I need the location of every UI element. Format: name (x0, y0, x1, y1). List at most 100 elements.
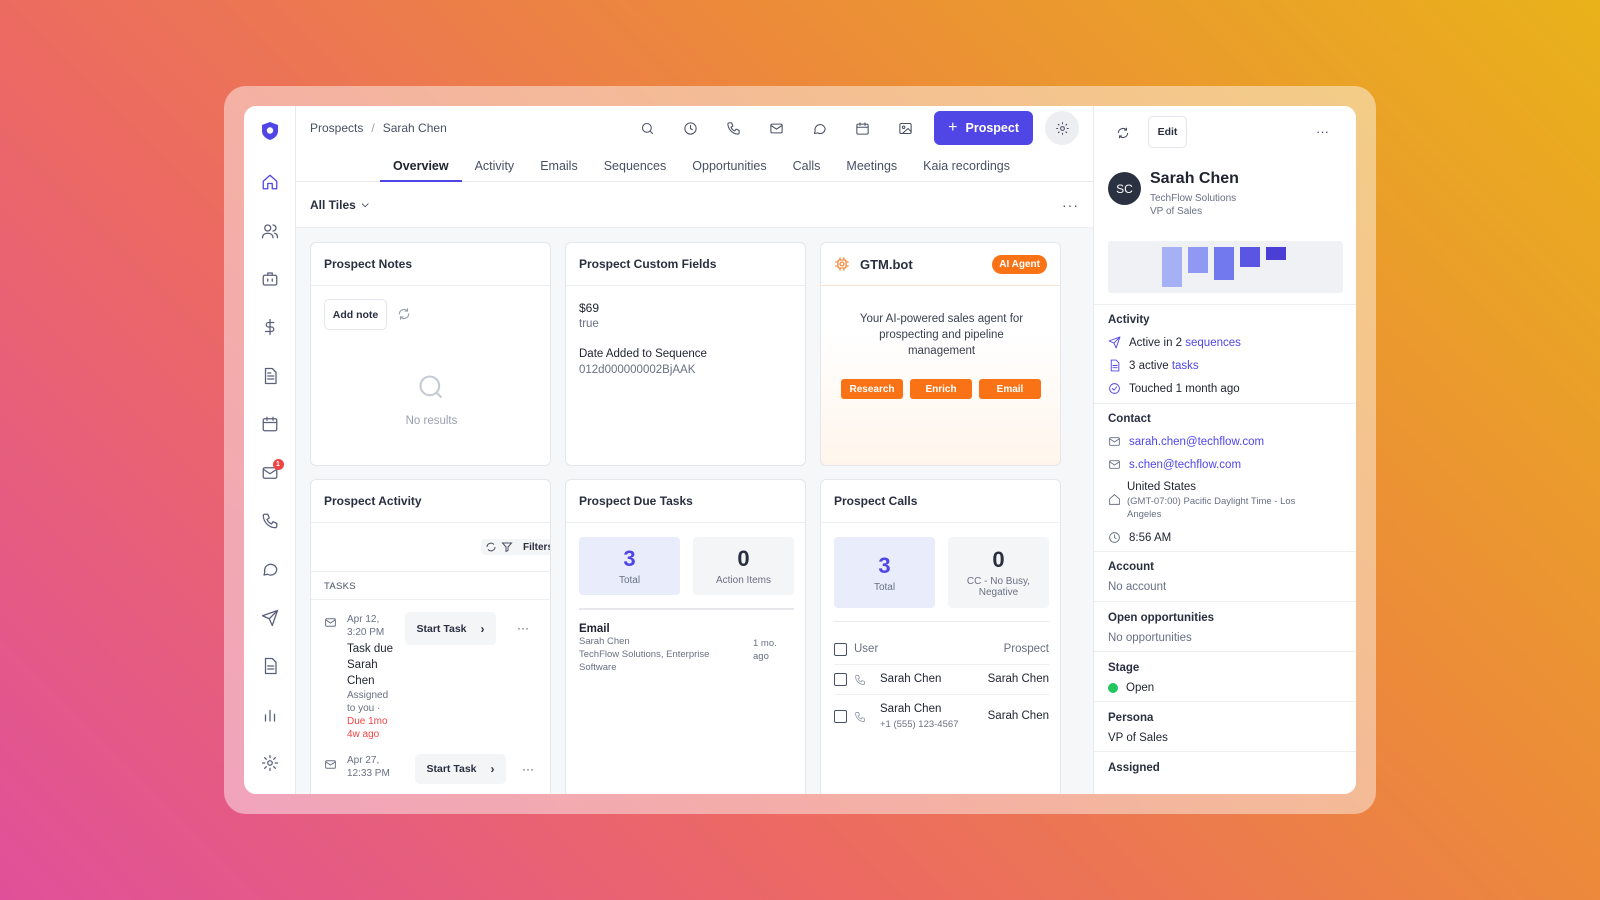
tab-kaia-recordings[interactable]: Kaia recordings (923, 159, 1011, 173)
tasks-link[interactable]: tasks (1171, 359, 1199, 372)
touched-text: Touched 1 month ago (1129, 382, 1240, 395)
email-button[interactable]: Email (979, 379, 1041, 399)
tab-sequences[interactable]: Sequences (603, 159, 667, 173)
nav-dollar-icon[interactable] (252, 310, 288, 344)
stat-label: Action Items (715, 575, 772, 586)
task-time: 12:33 PM (347, 768, 390, 779)
nav-send-icon[interactable] (252, 601, 288, 635)
add-prospect-button[interactable]: + Prospect (934, 111, 1033, 145)
nav-notes-icon[interactable] (252, 649, 288, 683)
task-item: Apr 27, 12:33 PM (347, 754, 390, 780)
nav-briefcase-icon[interactable] (252, 262, 288, 296)
cc-no-busy-stat[interactable]: 0 CC - No Busy, Negative (948, 537, 1049, 608)
total-tasks-stat[interactable]: 3 Total (579, 537, 680, 595)
chevron-down-icon: ⌵ (361, 199, 369, 209)
task-title: Chen (347, 675, 375, 687)
gtm-title: GTM.bot (860, 256, 913, 272)
select-all-checkbox[interactable] (834, 643, 847, 656)
stat-number: 3 (878, 552, 891, 578)
enrich-button[interactable]: Enrich (910, 379, 972, 399)
email-link[interactable]: sarah.chen@techflow.com (1129, 435, 1265, 448)
chat-icon[interactable] (801, 112, 838, 144)
refresh-icon[interactable] (397, 307, 411, 326)
divider (579, 608, 794, 610)
nav-chat-icon[interactable] (252, 552, 288, 586)
engagement-bar (1188, 247, 1208, 273)
nav-people-icon[interactable] (252, 213, 288, 247)
call-phone[interactable]: +1 (555) 123-4567 (880, 719, 959, 730)
nav-mail-icon[interactable]: 1 (252, 455, 288, 489)
logo-icon[interactable] (259, 120, 281, 141)
stage-row[interactable]: Open (1108, 682, 1154, 694)
start-task-button[interactable]: Start Task › (405, 612, 496, 645)
tab-emails[interactable]: Emails (540, 159, 578, 173)
due-task-age: 1 mo. ago (753, 637, 777, 663)
add-note-button[interactable]: Add note (324, 299, 387, 330)
research-button[interactable]: Research (841, 379, 903, 399)
due-task-type: Email (579, 623, 610, 635)
task-meta: Assigned (347, 690, 389, 701)
divider (1094, 701, 1356, 702)
total-calls-stat[interactable]: 3 Total (834, 537, 935, 608)
call-user: Sarah Chen (880, 703, 942, 715)
all-tiles-dropdown[interactable]: All Tiles ⌵ (310, 198, 369, 212)
edit-button[interactable]: Edit (1148, 116, 1187, 148)
more-icon[interactable]: ··· (522, 762, 534, 776)
card-title: Prospect Custom Fields (566, 243, 805, 286)
document-icon (1110, 359, 1120, 372)
nav-document-icon[interactable] (252, 359, 288, 393)
gear-icon[interactable] (1045, 111, 1079, 145)
account-title: Account (1108, 561, 1154, 573)
column-user: User (854, 643, 879, 655)
row-checkbox[interactable] (834, 710, 847, 723)
more-icon[interactable]: ··· (1316, 124, 1329, 139)
action-items-stat[interactable]: 0 Action Items (693, 537, 794, 595)
email-row: sarah.chen@techflow.com (1108, 435, 1264, 448)
ai-agent-badge: AI Agent (992, 254, 1047, 274)
image-icon[interactable] (887, 112, 924, 144)
contact-title: Contact (1108, 413, 1151, 425)
nav-chart-icon[interactable] (252, 697, 288, 731)
prospect-activity-card: Prospect Activity Filters TASKS Apr 12, … (310, 479, 551, 794)
task-item: Apr 12, 3:20 PM Task due Sarah Chen Assi… (347, 613, 407, 741)
search-icon[interactable] (629, 112, 666, 144)
card-title: Prospect Activity (311, 480, 550, 523)
country: United States (1127, 481, 1197, 493)
start-task-button[interactable]: Start Task › (415, 754, 506, 784)
refresh-icon[interactable] (485, 541, 497, 553)
phone-icon[interactable] (715, 112, 752, 144)
tab-calls[interactable]: Calls (792, 159, 821, 173)
start-task-label: Start Task (426, 763, 477, 775)
nav-settings-icon[interactable] (252, 746, 288, 780)
call-prospect[interactable]: Sarah Chen (987, 710, 1049, 722)
filter-controls[interactable]: Filters (481, 539, 550, 555)
mail-icon (1109, 460, 1120, 469)
nav-home-icon[interactable] (252, 165, 288, 199)
opportunities-title: Open opportunities (1108, 612, 1215, 624)
more-icon[interactable]: ··· (517, 621, 529, 635)
clock-icon[interactable] (672, 112, 709, 144)
call-prospect[interactable]: Sarah Chen (987, 673, 1049, 685)
breadcrumb-root[interactable]: Prospects (310, 121, 364, 135)
more-icon[interactable]: ··· (1062, 196, 1079, 213)
tab-overview[interactable]: Overview (380, 159, 462, 182)
prospect-name: Sarah Chen (1150, 170, 1239, 187)
row-checkbox[interactable] (834, 673, 847, 686)
activity-title: Activity (1108, 314, 1150, 326)
mail-icon[interactable] (758, 112, 795, 144)
sequences-link[interactable]: sequences (1185, 336, 1241, 349)
tab-meetings[interactable]: Meetings (846, 159, 898, 173)
tab-activity[interactable]: Activity (474, 159, 515, 173)
calendar-icon[interactable] (844, 112, 881, 144)
refresh-icon[interactable] (1116, 126, 1130, 145)
chip-icon (834, 256, 850, 272)
stat-label: Negative (978, 587, 1019, 598)
assigned-title: Assigned (1108, 762, 1160, 774)
email-link[interactable]: s.chen@techflow.com (1129, 458, 1242, 471)
nav-calendar-icon[interactable] (252, 407, 288, 441)
nav-phone-icon[interactable] (252, 504, 288, 538)
tab-opportunities[interactable]: Opportunities (692, 159, 767, 173)
due-task-item[interactable]: Email Sarah Chen TechFlow Solutions, Ent… (579, 623, 794, 674)
filter-icon[interactable] (501, 541, 513, 553)
card-title: Prospect Notes (311, 243, 550, 286)
